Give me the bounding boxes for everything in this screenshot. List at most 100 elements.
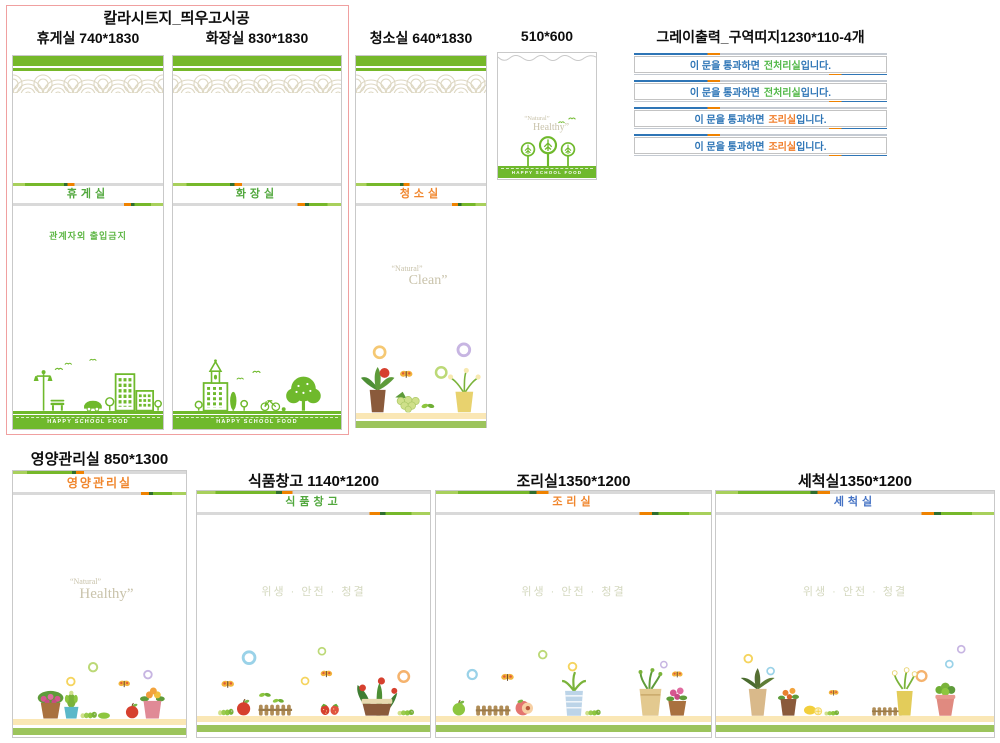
room-label: 영양관리실 (66, 476, 133, 490)
street-lamp-icon (33, 370, 53, 411)
ring-icon (766, 666, 775, 676)
small-tree-icon (240, 399, 249, 411)
strip-suffix: 입니다. (800, 60, 832, 72)
plants-illustration (740, 644, 966, 716)
cactus-pot-icon (64, 690, 79, 719)
strip-prefix: 이 문을 통과하면 (694, 141, 765, 153)
label-divider-bottom (13, 203, 163, 206)
dashed-line (501, 168, 593, 169)
panel-rest-room: 휴게실 관계자외 출입금지 (12, 55, 164, 430)
plants-illustration (218, 646, 415, 716)
slogan-line1: “Natural” (69, 577, 102, 586)
slogan-line2: Healthy” (79, 586, 134, 602)
panel-food-storage: 식품창고 위생 · 안전 · 청결 (196, 490, 431, 738)
bird-icon (568, 117, 576, 120)
footer-text: HAPPY SCHOOL FOOD (511, 169, 583, 175)
yellow-strip (436, 716, 711, 722)
ring-icon (317, 646, 327, 656)
green-apple-icon (452, 699, 466, 716)
strip-room: 조리실 (768, 114, 797, 126)
butterfly-icon (500, 672, 515, 681)
label-divider-bottom (173, 203, 341, 206)
ring-icon (397, 670, 411, 683)
green-strip (716, 725, 994, 732)
bird-icon (558, 121, 565, 124)
natural-healthy-slogan: “Natural” Healthy” (13, 577, 186, 603)
ring-icon (915, 669, 928, 683)
strip-line-bottom (634, 127, 887, 129)
zone-strip-1: 이 문을 통과하면 전처리실 입니다. (634, 53, 887, 75)
lily-pot-icon (447, 367, 481, 413)
panel-cooking-room: 조리실 위생 · 안전 · 청결 (435, 490, 712, 738)
room-label: 청소실 (399, 188, 443, 200)
strip-line-bottom (634, 154, 887, 156)
ring-icon (66, 676, 76, 687)
label-divider-top (197, 491, 430, 494)
small-tree-icon (194, 400, 203, 411)
tower-building-icon (202, 359, 229, 411)
footer-banner: HAPPY SCHOOL FOOD (173, 415, 341, 429)
cityscape-illustration (194, 359, 321, 411)
label-divider-top (13, 183, 163, 186)
panel-toilet: 화장실 (172, 55, 342, 430)
strip-text: 이 문을 통과하면 조리실 입니다. (634, 109, 887, 127)
slogan-line2: Healthy” (532, 122, 570, 133)
top-green-line (13, 68, 163, 71)
bird-icon (252, 370, 261, 374)
trees-illustration (520, 136, 576, 166)
ring-icon (743, 653, 754, 664)
ring-icon (372, 345, 387, 360)
peach-icon (515, 698, 534, 716)
strip-prefix: 이 문을 통과하면 (689, 60, 760, 72)
leaf-icon (98, 712, 110, 719)
rest-room-size-title: 휴게실 740*1830 (36, 30, 140, 46)
panel-nutrition-room: 영양관리실 “Natural” Healthy” (12, 470, 187, 738)
tree-icon (560, 142, 576, 166)
ring-icon (143, 669, 153, 680)
cityscape-illustration (33, 358, 162, 411)
strip-line-top (634, 134, 887, 136)
coral-flower-pot-icon (140, 687, 165, 719)
bench-icon (50, 399, 65, 411)
zone-strip-4: 이 문을 통과하면 조리실 입니다. (634, 134, 887, 156)
hygiene-slogan: 위생 · 안전 · 청결 (521, 586, 626, 598)
top-green-line (173, 68, 341, 71)
tall-building-icon (114, 373, 136, 411)
top-green-bar (173, 56, 341, 66)
room-label: 식품창고 (285, 496, 342, 508)
caterpillar-icon (824, 710, 840, 716)
ring-icon (241, 650, 257, 666)
label-divider-top (13, 471, 186, 474)
fence-icon (258, 704, 293, 716)
plants-illustration (37, 662, 165, 719)
bird-icon (54, 367, 64, 371)
strip-room: 조리실 (768, 141, 797, 153)
tan-pot-plant-icon (638, 668, 663, 716)
strip-line-top (634, 80, 887, 82)
strawberry-icon (319, 702, 341, 716)
ground-line (13, 411, 163, 414)
ground-line (173, 411, 341, 414)
leaf-icon (421, 402, 435, 409)
bird-icon (88, 358, 97, 362)
yellow-strip (197, 716, 430, 722)
zone-strip-3: 이 문을 통과하면 조리실 입니다. (634, 107, 887, 129)
room-label: 휴게실 (66, 188, 110, 200)
strip-room: 전처리실 (763, 60, 801, 72)
ring-icon (956, 644, 966, 654)
top-green-bar (356, 56, 486, 66)
ring-icon (300, 676, 310, 686)
footer-banner: HAPPY SCHOOL FOOD (13, 415, 163, 429)
tree-icon (520, 142, 536, 166)
footer-banner: HAPPY SCHOOL FOOD (498, 166, 596, 178)
bird-icon (64, 362, 73, 366)
storage-size-title: 식품창고 1140*1200 (247, 473, 380, 490)
apple-icon (125, 702, 139, 719)
green-strip (436, 725, 711, 732)
white-flower-pot-icon (891, 667, 918, 716)
label-divider-bottom (436, 512, 711, 515)
strip-suffix: 입니다. (796, 141, 827, 153)
butterfly-icon (117, 679, 131, 688)
label-divider-top (356, 183, 486, 186)
lemon-icon (803, 705, 823, 716)
